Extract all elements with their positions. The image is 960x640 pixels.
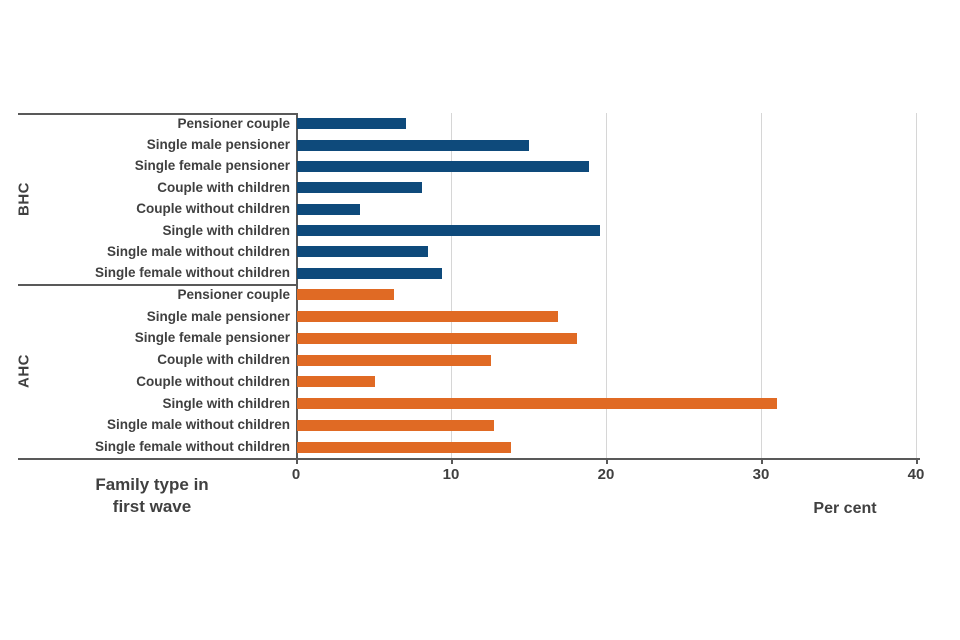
category-label-ahc-2: Single female pensioner: [134, 330, 290, 346]
bar-ahc-4: [297, 376, 375, 388]
x-tick-20: [606, 458, 608, 464]
x-tick-label-0: 0: [291, 466, 301, 483]
category-label-bhc-0: Pensioner couple: [177, 115, 290, 131]
y-axis-title: Family type in first wave: [95, 475, 209, 516]
x-tick-30: [761, 458, 763, 464]
bar-ahc-6: [297, 419, 494, 431]
x-tick-label-20: 20: [597, 466, 615, 483]
category-label-bhc-4: Couple without children: [136, 201, 290, 217]
x-tick-label-10: 10: [442, 466, 460, 483]
bar-ahc-7: [297, 441, 511, 453]
category-label-bhc-5: Single with children: [162, 222, 290, 238]
category-label-bhc-2: Single female pensioner: [134, 158, 290, 174]
category-label-bhc-6: Single male without children: [106, 243, 290, 259]
category-label-ahc-7: Single female without children: [94, 439, 290, 455]
x-tick-label-40: 40: [907, 466, 925, 483]
x-tick-0: [296, 458, 298, 464]
category-axis-line: [296, 113, 298, 458]
category-label-bhc-1: Single male pensioner: [146, 137, 290, 153]
category-label-ahc-4: Couple without children: [136, 373, 290, 389]
bar-bhc-2: [297, 160, 589, 172]
top-boundary-line: [18, 113, 297, 115]
category-label-ahc-3: Couple with children: [157, 352, 290, 368]
category-label-bhc-7: Single female without children: [94, 265, 290, 281]
bar-bhc-3: [297, 182, 422, 194]
x-tick-40: [916, 458, 918, 464]
bar-ahc-3: [297, 354, 491, 366]
category-label-ahc-0: Pensioner couple: [177, 286, 290, 302]
group-separator-line: [18, 284, 297, 286]
bar-bhc-1: [297, 139, 529, 151]
x-axis-line: [18, 458, 920, 460]
bar-ahc-2: [297, 332, 577, 344]
bar-bhc-0: [297, 118, 406, 130]
gridline-30: [761, 113, 762, 458]
bar-ahc-0: [297, 289, 394, 301]
gridline-40: [916, 113, 917, 458]
gridline-20: [606, 113, 607, 458]
category-label-ahc-1: Single male pensioner: [146, 308, 290, 324]
x-axis-title: Per cent: [813, 500, 877, 517]
bar-bhc-5: [297, 225, 600, 237]
category-label-ahc-5: Single with children: [162, 395, 290, 411]
category-label-ahc-6: Single male without children: [106, 417, 290, 433]
x-tick-label-30: 30: [752, 466, 770, 483]
bar-bhc-6: [297, 246, 428, 258]
x-tick-10: [451, 458, 453, 464]
bar-bhc-7: [297, 267, 442, 279]
bar-ahc-5: [297, 398, 777, 410]
category-label-bhc-3: Couple with children: [157, 179, 290, 195]
gridline-10: [451, 113, 452, 458]
bar-ahc-1: [297, 311, 558, 323]
bar-bhc-4: [297, 203, 360, 215]
